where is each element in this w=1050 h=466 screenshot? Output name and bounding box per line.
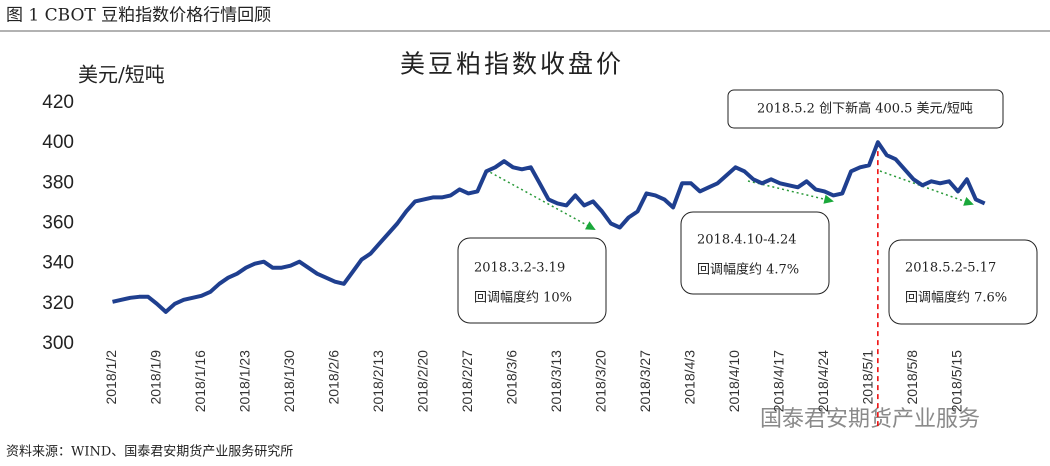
y-tick-label: 340 xyxy=(42,253,74,274)
y-tick-label: 380 xyxy=(42,172,74,193)
annotation: 回调幅度约 7.6% xyxy=(905,290,1007,306)
source: 资料来源：WIND、国泰君安期货产业服务研究所 xyxy=(6,444,293,460)
annotation-box xyxy=(457,237,607,324)
annotation-box xyxy=(727,89,1004,129)
trend-arrow xyxy=(879,170,973,205)
y-axis-label: 美元/短吨 xyxy=(78,63,165,87)
trend-arrow xyxy=(747,180,833,202)
x-tick-label: 2018/3/6 xyxy=(504,350,520,405)
x-tick-label: 2018/5/8 xyxy=(904,350,920,405)
y-tick-label: 360 xyxy=(42,213,74,234)
x-tick-label: 2018/1/2 xyxy=(103,350,119,405)
x-tick-label: 2018/1/23 xyxy=(237,350,253,412)
chart-title: 美豆粕指数收盘价 xyxy=(400,50,624,79)
x-tick-label: 2018/3/20 xyxy=(593,350,609,412)
x-tick-label: 2018/3/27 xyxy=(637,350,653,412)
x-tick-label: 2018/5/1 xyxy=(860,350,876,405)
x-tick-label: 2018/4/3 xyxy=(682,350,698,405)
annotation: 回调幅度约 10% xyxy=(474,290,572,306)
y-tick-label: 300 xyxy=(42,333,74,354)
watermark: 国泰君安期货产业服务 xyxy=(760,407,980,432)
x-tick-label: 2018/2/13 xyxy=(370,350,386,412)
x-tick-label: 2018/5/15 xyxy=(949,350,965,412)
x-tick-label: 2018/2/6 xyxy=(326,350,342,405)
arrow-head xyxy=(585,221,596,230)
x-tick-label: 2018/1/30 xyxy=(281,350,297,412)
trend-arrow xyxy=(485,169,595,230)
x-tick-label: 2018/4/17 xyxy=(771,350,787,412)
arrow-head xyxy=(963,197,974,206)
annotation: 2018.3.2-3.19 xyxy=(474,261,565,276)
x-tick-label: 2018/2/20 xyxy=(415,350,431,412)
annotation: 2018.5.2 创下新高 400.5 美元/短吨 xyxy=(757,101,973,117)
x-tick-label: 2018/4/10 xyxy=(726,350,742,412)
x-tick-label: 2018/1/9 xyxy=(148,350,164,405)
annotation-box xyxy=(680,211,830,295)
annotation: 回调幅度约 4.7% xyxy=(697,262,799,278)
y-tick-label: 420 xyxy=(42,92,74,113)
figure-title: 图 1 CBOT 豆粕指数价格行情回顾 xyxy=(6,6,271,26)
annotation-box xyxy=(888,239,1038,325)
x-tick-label: 2018/2/27 xyxy=(459,350,475,412)
arrow-head xyxy=(823,194,834,204)
annotation: 2018.4.10-4.24 xyxy=(697,233,797,248)
annotation: 2018.5.2-5.17 xyxy=(905,261,996,276)
price-line xyxy=(112,140,986,314)
x-tick-label: 2018/1/16 xyxy=(192,350,208,412)
x-tick-label: 2018/4/24 xyxy=(815,350,831,412)
x-tick-label: 2018/3/13 xyxy=(548,350,564,412)
y-tick-label: 400 xyxy=(42,132,74,153)
y-tick-label: 320 xyxy=(42,293,74,314)
